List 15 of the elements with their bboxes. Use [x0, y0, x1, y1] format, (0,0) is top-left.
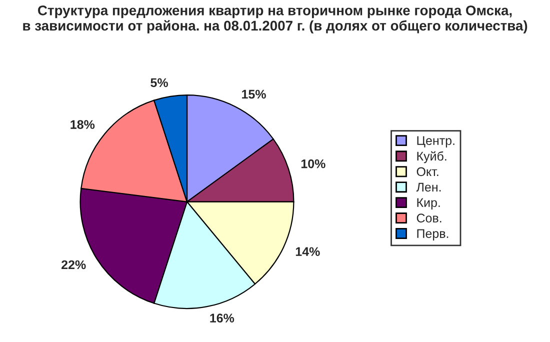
legend-label: Куйб.: [417, 151, 446, 164]
legend-label: Центр.: [417, 136, 454, 148]
legend-label: Кир.: [417, 198, 440, 210]
legend-label: Окт.: [416, 167, 438, 176]
legend-label: Перв.: [417, 229, 448, 240]
data-label: 10%: [301, 159, 326, 168]
legend-label: Сов.: [416, 214, 442, 222]
data-label: 15%: [242, 90, 266, 99]
chart-title: Структура предложения квартир на вторичном рынке города Омска, в зависимости от района. на 08.01.2007 г. (в долях от общего количества): [23, 5, 528, 34]
data-label: 18%: [70, 120, 95, 129]
data-label: 14%: [296, 247, 320, 256]
legend-label: Лен.: [416, 182, 441, 192]
data-label: 5%: [150, 78, 168, 88]
data-label: 16%: [210, 314, 234, 323]
data-label: 22%: [62, 260, 86, 270]
